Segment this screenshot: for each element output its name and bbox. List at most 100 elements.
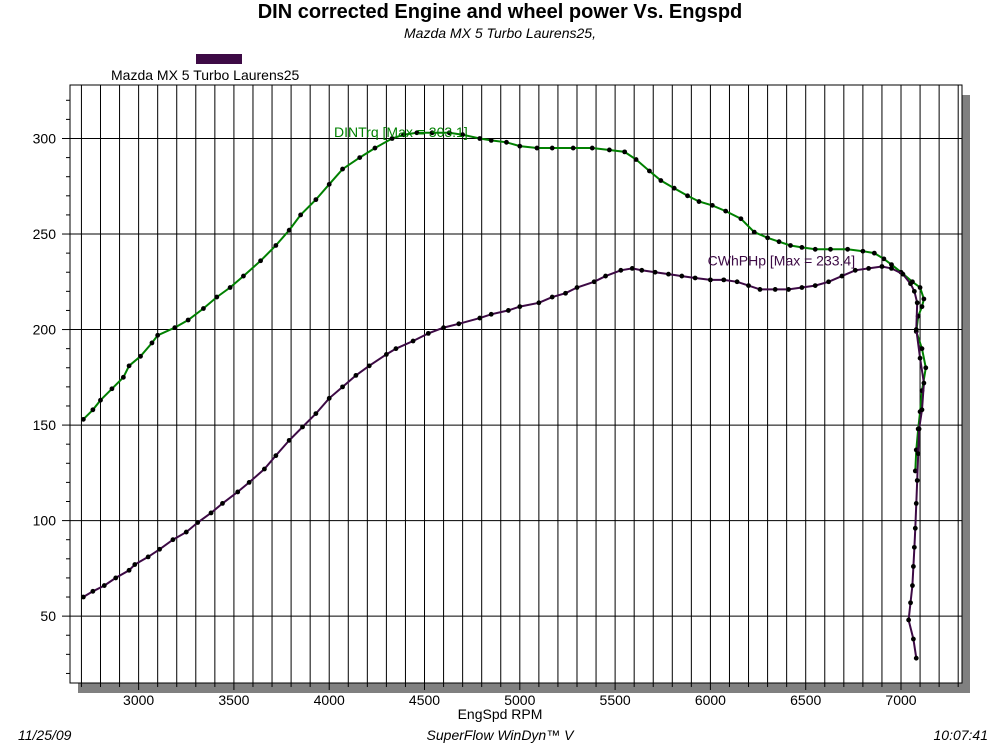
x-tick-label: 3000 bbox=[123, 692, 154, 708]
series-point-dintrq bbox=[812, 246, 818, 252]
axis-ticks bbox=[62, 99, 959, 690]
y-tick-label: 250 bbox=[33, 226, 57, 242]
y-tick-label: 200 bbox=[33, 322, 57, 338]
series-point-cwhphp bbox=[910, 583, 915, 588]
series-point-dintrq bbox=[534, 145, 540, 151]
series-point-dintrq bbox=[389, 136, 395, 141]
chart-subtitle: Mazda MX 5 Turbo Laurens25, bbox=[404, 25, 596, 41]
series-point-cwhphp bbox=[366, 363, 372, 369]
series-point-dintrq bbox=[765, 235, 770, 241]
chart-title: DIN corrected Engine and wheel power Vs.… bbox=[257, 1, 743, 23]
series-point-cwhphp bbox=[879, 264, 885, 269]
series-point-cwhphp bbox=[536, 300, 542, 306]
axis-labels: 50 100 150 200 250 300 3000 3500 4000 4500 5000 550… bbox=[33, 130, 917, 708]
series-point-cwhphp bbox=[919, 407, 925, 413]
series-point-cwhphp bbox=[772, 287, 778, 292]
series-point-cwhphp bbox=[900, 271, 906, 277]
series-point-dintrq bbox=[860, 248, 866, 254]
series-point-cwhphp bbox=[913, 655, 919, 661]
series-point-cwhphp bbox=[517, 304, 523, 310]
series-point-dintrq bbox=[80, 416, 86, 422]
series-point-dintrq bbox=[286, 227, 292, 233]
y-tick-label: 150 bbox=[33, 417, 57, 433]
series-point-cwhphp bbox=[132, 562, 138, 567]
series-point-dintrq bbox=[709, 202, 715, 208]
series-point-cwhphp bbox=[746, 283, 751, 289]
series-point-dintrq bbox=[227, 285, 233, 290]
series-point-dintrq bbox=[429, 130, 435, 136]
series-point-cwhphp bbox=[906, 617, 912, 623]
series-point-dintrq bbox=[401, 132, 406, 138]
series-point-dintrq bbox=[185, 317, 191, 323]
series-point-dintrq bbox=[214, 294, 220, 300]
series-point-cwhphp bbox=[734, 279, 740, 285]
series-point-cwhphp bbox=[826, 279, 831, 285]
footer-time: 10:07:41 bbox=[933, 727, 989, 743]
series-line-cwhphp bbox=[82, 265, 925, 659]
series-point-cwhphp bbox=[916, 426, 922, 432]
series-point-dintrq bbox=[477, 136, 483, 141]
series-point-cwhphp bbox=[757, 287, 763, 292]
y-tick-label: 50 bbox=[40, 608, 56, 624]
series-point-cwhphp bbox=[679, 273, 685, 279]
x-axis-label: EngSpd RPM bbox=[457, 706, 543, 722]
x-tick-label: 6000 bbox=[695, 692, 726, 708]
series-point-dintrq bbox=[241, 273, 246, 279]
series-point-dintrq bbox=[155, 332, 161, 338]
series-point-dintrq bbox=[633, 157, 639, 162]
series-point-cwhphp bbox=[639, 267, 645, 273]
series-point-dintrq bbox=[273, 243, 279, 248]
series-point-cwhphp bbox=[183, 529, 189, 535]
series-point-cwhphp bbox=[286, 437, 292, 443]
annotation-cwhphp: CWhPHp [Max = 233.4] bbox=[708, 253, 855, 269]
series-point-cwhphp bbox=[340, 384, 345, 390]
series-point-cwhphp bbox=[505, 308, 511, 313]
series-point-cwhphp bbox=[410, 338, 416, 344]
series-point-cwhphp bbox=[839, 273, 845, 279]
y-tick-label: 300 bbox=[33, 130, 57, 146]
series-point-cwhphp bbox=[799, 285, 805, 290]
legend-label: Mazda MX 5 Turbo Laurens25 bbox=[111, 67, 300, 83]
series-point-cwhphp bbox=[101, 583, 107, 588]
series-point-dintrq bbox=[923, 365, 929, 371]
series-point-cwhphp bbox=[456, 321, 462, 327]
series-point-cwhphp bbox=[262, 466, 267, 472]
series-point-cwhphp bbox=[721, 277, 727, 283]
series-point-dintrq bbox=[671, 185, 677, 191]
series-point-cwhphp bbox=[441, 325, 446, 331]
series-point-cwhphp bbox=[591, 279, 597, 285]
series-point-cwhphp bbox=[852, 267, 858, 273]
series-point-dintrq bbox=[372, 145, 378, 151]
series-point-dintrq bbox=[549, 145, 555, 151]
series-point-cwhphp bbox=[889, 266, 894, 271]
series-point-dintrq bbox=[828, 246, 833, 252]
series-point-dintrq bbox=[919, 346, 925, 352]
series-point-cwhphp bbox=[708, 277, 713, 283]
x-tick-label: 4500 bbox=[409, 692, 440, 708]
series-point-cwhphp bbox=[549, 294, 555, 300]
series-point-cwhphp bbox=[908, 600, 913, 606]
series-point-cwhphp bbox=[273, 453, 279, 459]
series-point-cwhphp bbox=[666, 271, 671, 277]
series-point-dintrq bbox=[570, 145, 576, 151]
series-point-dintrq bbox=[109, 386, 115, 392]
series-point-cwhphp bbox=[477, 315, 483, 321]
series-point-cwhphp bbox=[917, 355, 923, 361]
series-point-cwhphp bbox=[915, 451, 921, 457]
series-point-cwhphp bbox=[246, 479, 252, 485]
footer-date: 11/25/09 bbox=[18, 727, 72, 743]
annotation-dintrq: DINTrq [Max = 303.1] bbox=[334, 124, 468, 140]
series-point-cwhphp bbox=[326, 395, 332, 401]
series-point-cwhphp bbox=[912, 525, 918, 531]
series-point-dintrq bbox=[326, 181, 332, 187]
series-point-dintrq bbox=[751, 229, 757, 235]
series-point-dintrq bbox=[298, 212, 304, 218]
series-point-cwhphp bbox=[629, 266, 635, 271]
series-point-dintrq bbox=[98, 397, 103, 403]
series-point-cwhphp bbox=[313, 411, 319, 417]
series-point-dintrq bbox=[917, 285, 923, 290]
series-point-dintrq bbox=[149, 340, 155, 346]
series-point-dintrq bbox=[845, 246, 851, 252]
series-point-cwhphp bbox=[812, 283, 818, 289]
